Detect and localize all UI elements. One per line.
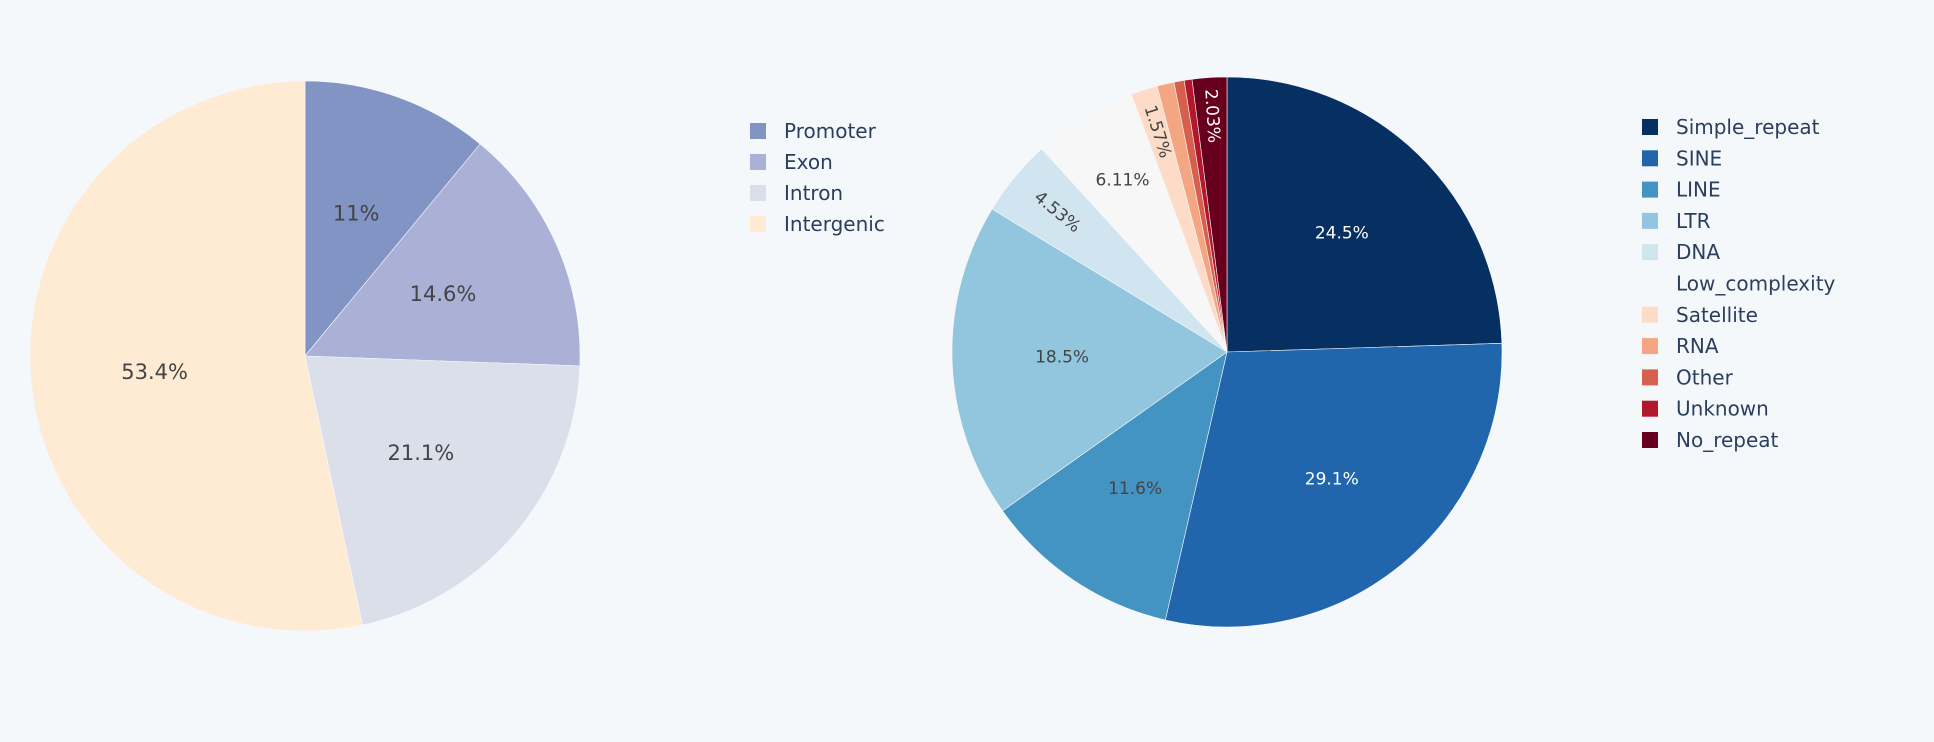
legend-swatch-line — [1642, 181, 1658, 198]
pie-chart-repeat-classes: 24.5%29.1%11.6%18.5%4.53%6.11%1.57% 2.03% — [951, 76, 1503, 628]
legend-label-other: Other — [1676, 365, 1734, 389]
legend-swatch-simple-repeat — [1642, 119, 1658, 135]
pie-slice-label-promoter: 11% — [333, 202, 380, 226]
legend-label-line: LINE — [1676, 178, 1721, 202]
legend-item-unknown[interactable]: Unknown — [1642, 397, 1769, 421]
legend-label-sine: SINE — [1676, 146, 1722, 170]
pie-slice-intergenic[interactable] — [29, 80, 363, 632]
legend-item-simple-repeat[interactable]: Simple_repeat — [1642, 115, 1820, 139]
legend-item-low-complexity[interactable]: Low_complexity — [1642, 272, 1836, 296]
legend-swatch-rna — [1642, 338, 1658, 355]
legend-label-rna: RNA — [1676, 334, 1719, 358]
legend-item-intron[interactable]: Intron — [750, 181, 843, 205]
legend-swatch-intron — [750, 185, 766, 201]
legend-item-dna[interactable]: DNA — [1642, 240, 1720, 264]
legend-item-line[interactable]: LINE — [1642, 178, 1721, 202]
legend-repeat-classes: Simple_repeat SINE LINE LTR DNA Low_complexit… — [1642, 115, 1836, 452]
legend-item-no-repeat[interactable]: No_repeat — [1642, 428, 1779, 452]
legend-label-unknown: Unknown — [1676, 397, 1769, 421]
pie-slice-label-intron: 21.1% — [387, 441, 454, 465]
legend-swatch-ltr — [1642, 212, 1658, 229]
pie-slice-no-repeat[interactable] — [1191, 76, 1228, 353]
legend-genomic-regions: Promoter Exon Intron Intergenic — [750, 119, 885, 236]
legend-swatch-satellite — [1642, 306, 1658, 323]
legend-label-promoter: Promoter — [784, 119, 877, 143]
legend-item-intergenic[interactable]: Intergenic — [750, 212, 885, 236]
pie-slice-label-exon: 14.6% — [410, 282, 477, 306]
legend-swatch-other — [1642, 369, 1658, 386]
legend-item-promoter[interactable]: Promoter — [750, 119, 877, 143]
pie-slice-sine[interactable] — [1164, 343, 1503, 628]
pie-slice-label-intergenic: 53.4% — [121, 360, 188, 384]
pie-slice-ltr[interactable] — [951, 208, 1228, 512]
legend-swatch-exon — [750, 154, 766, 170]
legend-item-exon[interactable]: Exon — [750, 150, 833, 174]
legend-swatch-intergenic — [750, 216, 766, 232]
pie-slice-exon[interactable] — [304, 143, 581, 367]
pie-slice-line[interactable] — [1002, 351, 1228, 621]
legend-label-exon: Exon — [784, 150, 833, 174]
pie-slice-intron[interactable] — [304, 355, 581, 626]
legend-label-no-repeat: No_repeat — [1676, 428, 1779, 452]
legend-item-rna[interactable]: RNA — [1642, 334, 1719, 358]
pie-slice-label-simple-repeat: 24.5% — [1315, 224, 1369, 244]
legend-item-other[interactable]: Other — [1642, 365, 1734, 389]
legend-label-ltr: LTR — [1676, 209, 1711, 233]
pie-slice-label-sine: 29.1% — [1305, 469, 1359, 489]
legend-swatch-no-repeat — [1642, 432, 1658, 448]
pie-slice-label-no-repeat: 2.03% — [1200, 88, 1223, 143]
legend-label-intron: Intron — [784, 181, 843, 205]
pie-slice-label-ltr: 18.5% — [1035, 348, 1089, 368]
pie-slice-label-low-complexity: 6.11% — [1095, 171, 1149, 191]
pie-slice-simple-repeat[interactable] — [1226, 76, 1503, 353]
pie-slice-label-line: 11.6% — [1108, 479, 1162, 499]
legend-swatch-dna — [1642, 244, 1658, 261]
legend-swatch-low-complexity — [1642, 275, 1658, 292]
legend-label-simple-repeat: Simple_repeat — [1676, 115, 1820, 139]
legend-item-sine[interactable]: SINE — [1642, 146, 1722, 170]
legend-swatch-unknown — [1642, 400, 1658, 417]
pie-chart-genomic-regions: 11% 14.6% 21.1% 53.4% — [29, 80, 581, 632]
legend-swatch-sine — [1642, 150, 1658, 167]
legend-label-satellite: Satellite — [1676, 303, 1758, 327]
pie-slice-promoter[interactable] — [304, 80, 481, 357]
legend-swatch-promoter — [750, 123, 766, 139]
legend-label-low-complexity: Low_complexity — [1676, 272, 1836, 296]
legend-label-dna: DNA — [1676, 240, 1720, 264]
legend-item-satellite[interactable]: Satellite — [1642, 303, 1758, 327]
legend-label-intergenic: Intergenic — [784, 212, 885, 236]
legend-item-ltr[interactable]: LTR — [1642, 209, 1711, 233]
